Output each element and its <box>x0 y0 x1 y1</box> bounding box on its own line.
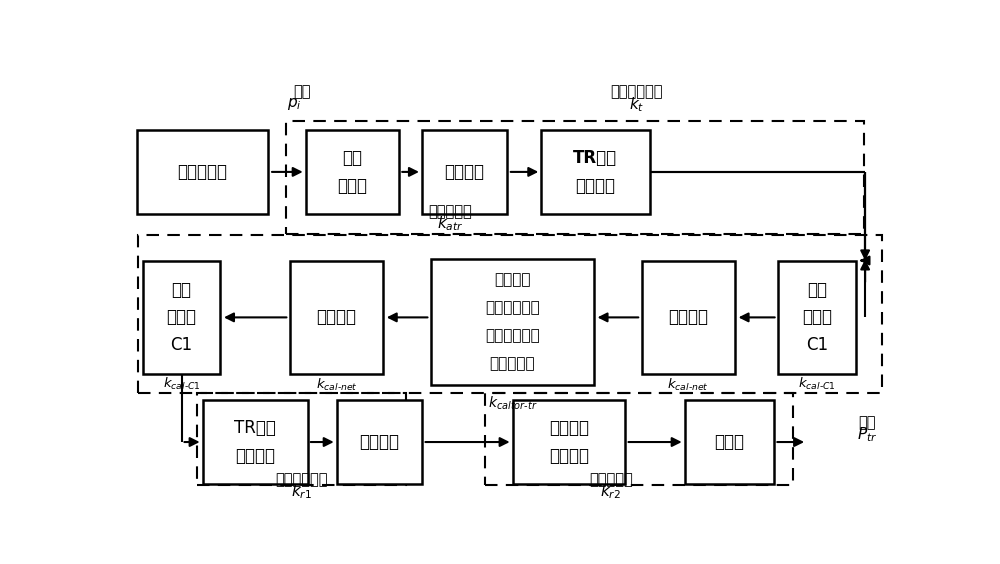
Text: 定标网络: 定标网络 <box>317 309 357 327</box>
Text: 接收机: 接收机 <box>714 433 744 451</box>
Text: 调频信号源: 调频信号源 <box>178 163 228 181</box>
Text: $k_{caltor\text{-}tr}$: $k_{caltor\text{-}tr}$ <box>488 394 537 412</box>
Bar <box>485 394 793 484</box>
Bar <box>541 130 650 214</box>
Bar <box>685 400 774 484</box>
Text: （电平调整及: （电平调整及 <box>485 328 540 343</box>
Text: 定标网络: 定标网络 <box>668 309 708 327</box>
Text: TR组件: TR组件 <box>573 149 617 167</box>
Text: $k_{r1}$: $k_{r1}$ <box>291 483 312 501</box>
Bar <box>143 261 220 374</box>
Text: 输出: 输出 <box>859 415 876 430</box>
Bar <box>431 259 594 385</box>
Bar <box>422 130 507 214</box>
Text: 环行器及: 环行器及 <box>549 419 589 437</box>
Text: 发射通道增益: 发射通道增益 <box>610 84 663 99</box>
Text: 内定标衰减: 内定标衰减 <box>429 204 472 219</box>
Bar <box>286 121 864 233</box>
Text: 耦合器: 耦合器 <box>802 309 832 327</box>
Text: C1: C1 <box>171 336 193 354</box>
Text: $k_{cal\text{-}net}$: $k_{cal\text{-}net}$ <box>316 377 358 393</box>
Bar <box>642 261 735 374</box>
Text: 收发定标回路: 收发定标回路 <box>485 301 540 315</box>
Text: 耦合器: 耦合器 <box>167 309 197 327</box>
Text: $k_{atr}$: $k_{atr}$ <box>437 214 464 233</box>
Text: 内定标器: 内定标器 <box>494 272 531 288</box>
Bar <box>337 400 422 484</box>
Text: $k_t$: $k_t$ <box>629 95 644 113</box>
Text: $k_{cal\text{-}C1}$: $k_{cal\text{-}C1}$ <box>798 376 836 392</box>
Text: 发射通道: 发射通道 <box>575 177 615 195</box>
Bar <box>137 130 268 214</box>
Text: TR组件: TR组件 <box>234 419 276 437</box>
Text: 延时放大）: 延时放大） <box>490 356 535 371</box>
Bar <box>203 400 308 484</box>
Text: 接收通道增益: 接收通道增益 <box>275 472 328 487</box>
Text: 输入: 输入 <box>293 84 310 99</box>
Text: $k_{cal\text{-}net}$: $k_{cal\text{-}net}$ <box>667 377 709 393</box>
Bar <box>306 130 399 214</box>
Text: 接收通道: 接收通道 <box>235 447 275 465</box>
Text: 馈电网络: 馈电网络 <box>444 163 484 181</box>
Text: $p_i$: $p_i$ <box>287 96 301 112</box>
Bar <box>138 235 882 393</box>
Text: $k_{r2}$: $k_{r2}$ <box>600 483 621 501</box>
Text: 定向: 定向 <box>172 281 192 298</box>
Bar <box>290 261 383 374</box>
Text: $P_{tr}$: $P_{tr}$ <box>857 425 878 444</box>
Text: 定向: 定向 <box>807 281 827 298</box>
Text: $k_{cal\text{-}C1}$: $k_{cal\text{-}C1}$ <box>163 376 201 392</box>
Text: C1: C1 <box>806 336 828 354</box>
Bar <box>197 394 406 484</box>
Bar <box>778 261 856 374</box>
Text: 微波组合: 微波组合 <box>549 447 589 465</box>
Bar <box>513 400 625 484</box>
Text: 放大器: 放大器 <box>337 177 367 195</box>
Text: 接收机增益: 接收机增益 <box>589 472 633 487</box>
Text: 馈电网络: 馈电网络 <box>359 433 399 451</box>
Text: 驱动: 驱动 <box>342 149 362 167</box>
